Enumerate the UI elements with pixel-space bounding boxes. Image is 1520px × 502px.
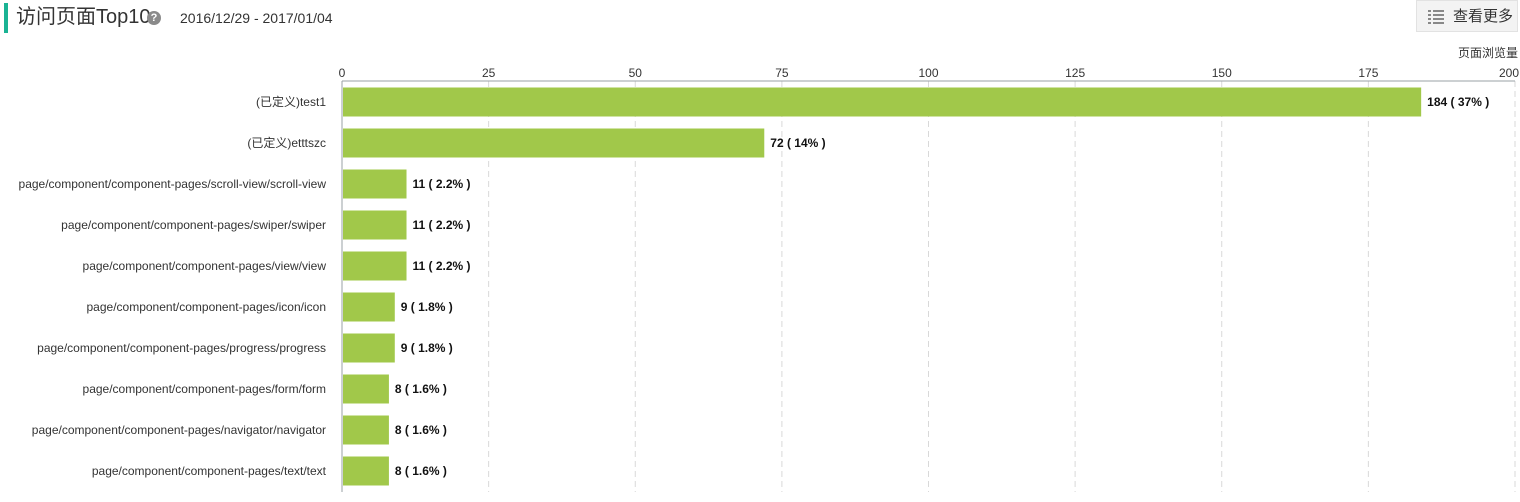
category-label: page/component/component-pages/text/text <box>92 464 327 478</box>
category-label: page/component/component-pages/scroll-vi… <box>19 177 327 191</box>
chart-header: 访问页面Top10 ? 2016/12/29 - 2017/01/04 查看更多 <box>0 0 1520 36</box>
data-label: 11 ( 2.2% ) <box>413 218 471 232</box>
view-more-label: 查看更多 <box>1453 8 1514 25</box>
category-label: (已定义)test1 <box>256 94 326 109</box>
category-label: page/component/component-pages/form/form <box>83 382 326 396</box>
category-label: page/component/component-pages/navigator… <box>32 423 326 437</box>
title-accent-bar <box>4 3 8 33</box>
category-label: page/component/component-pages/swiper/sw… <box>61 218 326 232</box>
x-tick-label: 25 <box>482 66 496 80</box>
bar <box>343 292 395 322</box>
data-label: 8 ( 1.6% ) <box>395 423 447 437</box>
bar <box>343 374 389 404</box>
data-label: 72 ( 14% ) <box>770 136 825 150</box>
bar <box>343 128 765 158</box>
data-label: 11 ( 2.2% ) <box>413 177 471 191</box>
axis-title: 页面浏览量 <box>1458 45 1518 60</box>
x-tick-label: 175 <box>1358 66 1378 80</box>
data-label: 184 ( 37% ) <box>1427 95 1489 109</box>
bar <box>343 456 389 486</box>
data-label: 11 ( 2.2% ) <box>413 259 471 273</box>
category-label: page/component/component-pages/view/view <box>83 259 327 273</box>
bar <box>343 415 389 445</box>
data-label: 8 ( 1.6% ) <box>395 464 447 478</box>
bar <box>343 333 395 363</box>
x-tick-label: 125 <box>1065 66 1085 80</box>
x-tick-label: 200 <box>1499 66 1519 80</box>
bar <box>343 210 407 240</box>
x-tick-label: 75 <box>775 66 789 80</box>
category-label: page/component/component-pages/progress/… <box>37 341 326 355</box>
x-tick-label: 50 <box>629 66 643 80</box>
x-tick-label: 150 <box>1212 66 1232 80</box>
category-label: page/component/component-pages/icon/icon <box>87 300 327 314</box>
list-icon <box>1428 10 1444 24</box>
view-more-button[interactable]: 查看更多 <box>1416 0 1518 32</box>
x-tick-label: 100 <box>918 66 938 80</box>
data-label: 9 ( 1.8% ) <box>401 341 453 355</box>
data-label: 8 ( 1.6% ) <box>395 382 447 396</box>
bar <box>343 87 1422 117</box>
question-circle-icon[interactable]: ? <box>147 11 161 25</box>
data-label: 9 ( 1.8% ) <box>401 300 453 314</box>
page-title: 访问页面Top10 <box>16 6 151 28</box>
category-label: (已定义)etttszc <box>247 135 326 150</box>
bar <box>343 251 407 281</box>
x-tick-label: 0 <box>339 66 346 80</box>
date-range: 2016/12/29 - 2017/01/04 <box>180 10 333 26</box>
bar <box>343 169 407 199</box>
